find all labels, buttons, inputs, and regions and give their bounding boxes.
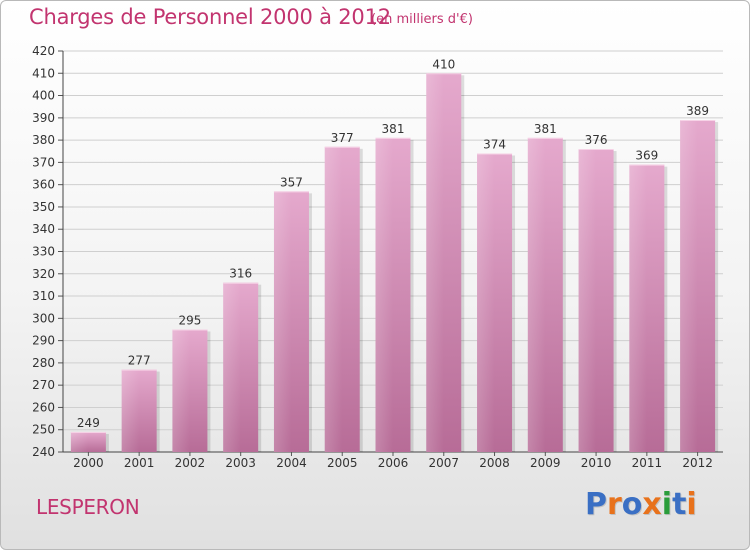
y-tick-label: 350 — [32, 200, 55, 214]
bar-highlight — [680, 120, 698, 453]
data-label: 410 — [432, 57, 455, 71]
y-tick-label: 400 — [32, 89, 55, 103]
bar-highlight — [324, 146, 343, 453]
x-tick-label: 2007 — [428, 456, 459, 470]
y-tick-label: 370 — [32, 155, 55, 169]
data-labels: 249 277 295 316 357 377 381 410 374 381 376 369 389 — [77, 57, 709, 430]
y-tick-label: 390 — [32, 111, 55, 125]
bar-highlight — [629, 164, 647, 452]
y-tick-label: 380 — [32, 133, 55, 147]
x-tick-labels: 2000 2001 2002 2003 2004 2005 2006 2007 2008 2009… — [73, 452, 713, 470]
bar-highlight — [70, 431, 89, 452]
data-label: 316 — [229, 267, 252, 281]
bar-highlight — [426, 73, 444, 453]
x-tick-label: 2008 — [479, 456, 510, 470]
data-label: 376 — [585, 133, 608, 147]
proxiti-logo: Proxiti — [585, 487, 697, 522]
y-tick-label: 360 — [32, 178, 55, 192]
bar-highlight — [273, 191, 292, 452]
x-tick-label: 2011 — [632, 456, 663, 470]
y-tick-label: 300 — [32, 311, 55, 325]
logo-letter: i — [661, 487, 673, 522]
y-tick-labels: 240 250 260 270 280 290 300 310 320 330 340 350 360 3… — [32, 44, 55, 459]
bar-highlight — [477, 153, 495, 452]
y-tick-label: 260 — [32, 400, 55, 414]
logo-letter: x — [642, 487, 662, 522]
data-label: 277 — [128, 354, 151, 368]
chart-title: Charges de Personnel 2000 à 2012 — [29, 5, 391, 29]
x-tick-label: 2000 — [73, 456, 104, 470]
unit-note: (en milliers d'€) — [371, 12, 473, 27]
y-tick-label: 250 — [32, 423, 55, 437]
x-tick-label: 2002 — [175, 456, 206, 470]
x-tick-label: 2009 — [530, 456, 561, 470]
x-tick-label: 2001 — [124, 456, 155, 470]
data-label: 295 — [178, 313, 201, 327]
data-label: 389 — [686, 104, 709, 118]
y-tick-label: 420 — [32, 44, 55, 58]
data-label: 374 — [483, 137, 506, 151]
y-tick-label: 290 — [32, 334, 55, 348]
logo-letter: r — [607, 487, 622, 522]
y-tick-label: 330 — [32, 245, 55, 259]
y-tick-label: 280 — [32, 356, 55, 370]
location-name: LESPERON — [36, 495, 140, 519]
bars — [70, 73, 719, 453]
x-tick-label: 2010 — [581, 456, 612, 470]
bar-highlight — [375, 137, 393, 452]
y-tick-label: 240 — [32, 445, 55, 459]
y-tick-label: 270 — [32, 378, 55, 392]
x-tick-label: 2004 — [276, 456, 307, 470]
bar-highlight — [527, 137, 546, 452]
x-tick-label: 2012 — [682, 456, 713, 470]
x-tick-label: 2006 — [378, 456, 409, 470]
logo-letter: o — [621, 487, 643, 522]
x-tick-label: 2005 — [327, 456, 358, 470]
bar-highlight — [223, 282, 241, 452]
data-label: 249 — [77, 416, 100, 430]
x-tick-label: 2003 — [225, 456, 256, 470]
data-label: 377 — [331, 131, 354, 145]
bar-highlight — [172, 329, 190, 452]
y-tick-label: 410 — [32, 66, 55, 80]
y-tick-label: 340 — [32, 222, 55, 236]
y-tick-label: 320 — [32, 267, 55, 281]
bar-highlight — [578, 149, 597, 452]
data-label: 369 — [635, 149, 658, 163]
data-label: 381 — [382, 122, 405, 136]
data-label: 357 — [280, 175, 303, 189]
data-label: 381 — [534, 122, 557, 136]
logo-letter: i — [686, 487, 697, 522]
logo-letter: P — [585, 487, 607, 522]
y-tick-label: 310 — [32, 289, 55, 303]
logo-letter: t — [672, 487, 687, 522]
bar-highlight — [121, 369, 140, 452]
